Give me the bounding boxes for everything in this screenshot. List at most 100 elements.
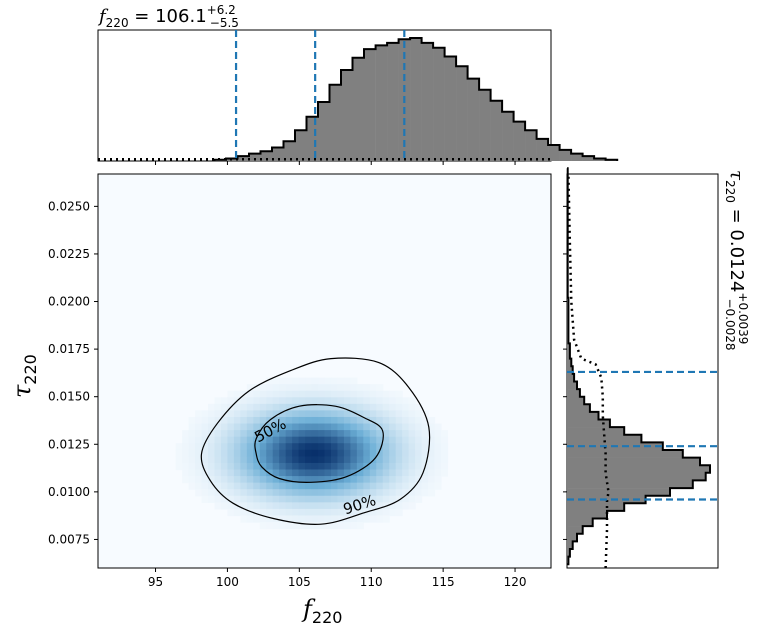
density-cell <box>421 416 429 425</box>
density-cell <box>227 436 235 444</box>
density-cell <box>376 436 384 444</box>
density-cell <box>227 476 235 484</box>
density-cell <box>305 416 313 425</box>
density-cell <box>182 462 190 471</box>
density-cell <box>305 443 313 451</box>
density-cell <box>382 443 390 451</box>
density-cell <box>285 502 293 510</box>
density-cell <box>356 384 364 392</box>
density-cell <box>421 430 429 438</box>
density-cell <box>402 410 410 418</box>
density-cell <box>201 476 209 484</box>
density-cell <box>395 390 403 398</box>
density-cell <box>395 423 403 431</box>
density-cell <box>389 443 397 451</box>
top-hist-bar <box>559 149 572 161</box>
density-cell <box>318 456 326 464</box>
density-cell <box>227 449 235 457</box>
density-cell <box>408 476 416 484</box>
density-cell <box>246 515 254 523</box>
density-cell <box>382 403 390 411</box>
top-hist-bar <box>582 156 595 161</box>
density-cell <box>201 462 209 471</box>
density-cell <box>330 416 339 425</box>
density-cell <box>402 456 410 464</box>
density-cell <box>208 462 216 471</box>
y-tick-label: 0.0100 <box>48 485 90 499</box>
density-cell <box>266 482 274 490</box>
density-cell <box>356 482 364 490</box>
density-cell <box>343 502 351 510</box>
density-cell <box>272 462 280 471</box>
density-cell <box>292 515 300 523</box>
density-cell <box>369 403 377 411</box>
density-cell <box>350 495 358 503</box>
density-cell <box>356 508 364 517</box>
density-cell <box>337 482 345 490</box>
density-cell <box>208 495 216 503</box>
density-cell <box>337 469 345 477</box>
density-cell <box>272 436 280 444</box>
density-cell <box>324 495 332 503</box>
density-cell <box>389 410 397 418</box>
density-cell <box>395 436 403 444</box>
density-cell <box>279 456 287 464</box>
density-cell <box>356 430 364 438</box>
density-cell <box>356 522 364 530</box>
density-cell <box>292 502 300 510</box>
density-cell <box>188 469 196 477</box>
density-cell <box>389 489 397 497</box>
density-cell <box>246 476 254 484</box>
density-cell <box>201 410 209 418</box>
density-cell <box>195 436 203 444</box>
density-cell <box>415 469 423 477</box>
main-frame <box>97 173 552 569</box>
density-cell <box>233 495 241 503</box>
density-cell <box>279 495 287 503</box>
density-cell <box>233 390 241 398</box>
density-cell <box>272 502 280 510</box>
density-cell <box>389 403 397 411</box>
density-cell <box>356 502 364 510</box>
density-cell <box>246 403 254 411</box>
density-cell <box>266 495 274 503</box>
density-cell <box>356 469 364 477</box>
density-cell <box>324 390 332 398</box>
density-cell <box>428 476 436 484</box>
density-cell <box>305 423 313 431</box>
y-axis-label: τ220 <box>8 354 40 398</box>
density-cell <box>188 416 196 425</box>
density-cell <box>182 430 190 438</box>
density-cell <box>356 462 364 471</box>
density-cell <box>208 449 216 457</box>
density-cell <box>259 495 267 503</box>
density-cell <box>350 436 358 444</box>
density-cell <box>220 443 229 451</box>
right-prior-curve <box>567 173 610 569</box>
density-cell <box>246 423 254 431</box>
density-cell <box>253 436 261 444</box>
density-cell <box>214 482 222 490</box>
density-cell <box>330 377 339 385</box>
density-cell <box>188 476 196 484</box>
density-cell <box>246 397 254 405</box>
top-hist-bar <box>306 116 319 161</box>
density-cell <box>415 416 423 425</box>
density-cell <box>298 423 306 431</box>
density-cell <box>272 489 280 497</box>
density-cell <box>259 397 267 405</box>
density-cell <box>330 489 339 497</box>
density-cell <box>363 456 371 464</box>
density-cell <box>266 508 274 517</box>
top-hist-bar <box>329 84 342 161</box>
top-hist-bar <box>352 57 365 162</box>
density-cell <box>363 515 371 523</box>
density-cell <box>292 489 300 497</box>
density-cell <box>415 462 423 471</box>
density-cell <box>298 515 306 523</box>
density-cell <box>259 462 267 471</box>
top-hist-bar <box>283 141 296 161</box>
density-cell <box>382 482 390 490</box>
right-hist-bar <box>567 488 670 496</box>
top-hist-outline <box>213 37 619 161</box>
